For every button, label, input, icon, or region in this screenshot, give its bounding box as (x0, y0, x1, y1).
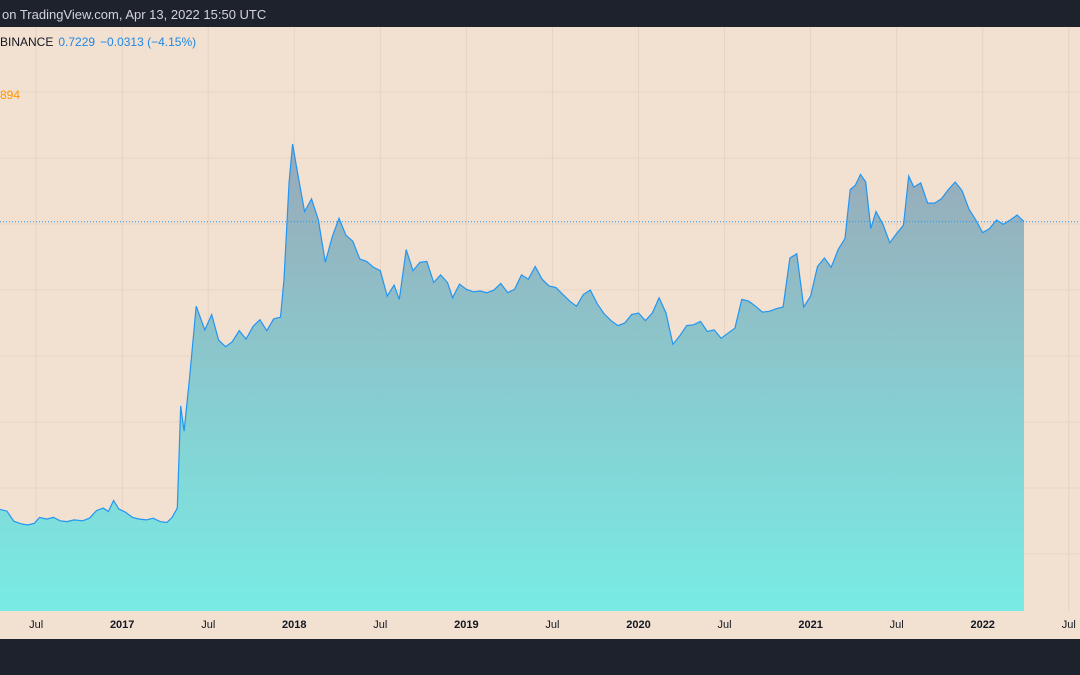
price-line (0, 143, 1025, 526)
x-tick-label: 2019 (454, 619, 478, 631)
x-tick-label: Jul (890, 619, 904, 631)
price-chart: Jul 2017 Jul 2018 Jul 2019 Jul 2020 Jul 2021 Jul 20… (0, 27, 1080, 631)
secondary-value: 894 (0, 88, 21, 102)
x-tick-label: Jul (201, 619, 215, 631)
x-tick-label: 2021 (798, 619, 822, 631)
x-tick-label: 2020 (626, 619, 650, 631)
chart-area[interactable]: Jul 2017 Jul 2018 Jul 2019 Jul 2020 Jul 2021 Jul 20… (0, 27, 1080, 639)
symbol-legend: BINANCE 0.7229 −0.0313 (−4.15%) (0, 35, 196, 49)
x-tick-label: Jul (1062, 619, 1076, 631)
x-tick-label: 2022 (970, 619, 994, 631)
x-tick-label: Jul (29, 619, 43, 631)
header-text: on TradingView.com, Apr 13, 2022 15:50 U… (2, 7, 267, 22)
header-bar: on TradingView.com, Apr 13, 2022 15:50 U… (0, 0, 1080, 27)
x-tick-label: Jul (545, 619, 559, 631)
bottom-bar (0, 639, 1080, 675)
symbol-last-value: 0.7229 (58, 35, 96, 49)
symbol-exchange: BINANCE (0, 35, 54, 49)
symbol-change: −0.0313 (−4.15%) (100, 35, 197, 49)
x-tick-label: Jul (373, 619, 387, 631)
price-area (0, 144, 1024, 611)
x-tick-label: 2017 (110, 619, 134, 631)
x-tick-label: Jul (718, 619, 732, 631)
x-tick-label: 2018 (282, 619, 306, 631)
